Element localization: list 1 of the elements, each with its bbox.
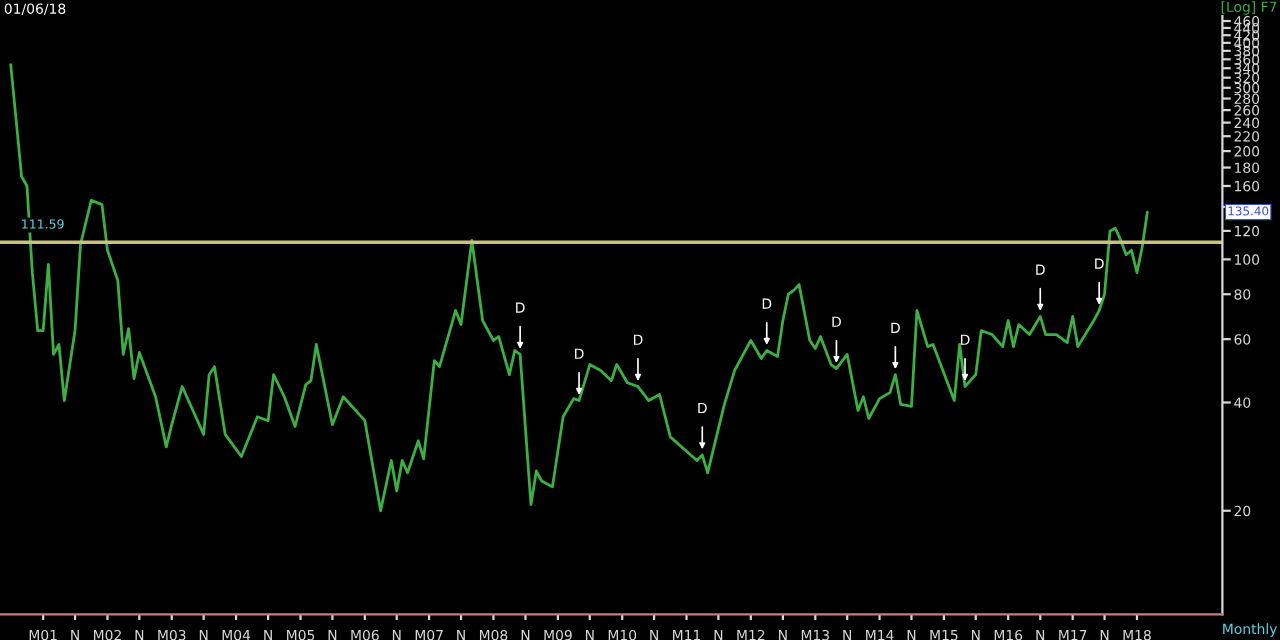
line-series: [9, 63, 1149, 513]
